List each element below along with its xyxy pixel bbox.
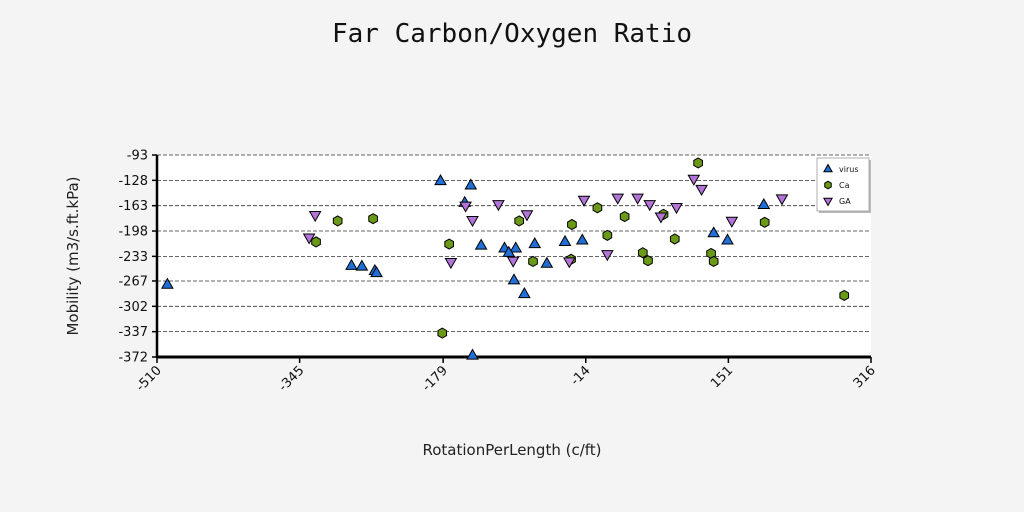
legend-marker-ca — [824, 180, 832, 190]
data-point-ca — [708, 255, 719, 268]
data-point-ca — [619, 210, 630, 223]
y-tick-label: -372 — [118, 351, 148, 366]
data-point-ca — [669, 233, 680, 245]
data-point-ca — [514, 215, 525, 227]
data-point-virus — [518, 287, 531, 299]
data-point-ga — [308, 210, 322, 223]
data-point-ca — [528, 255, 538, 268]
data-point-virus — [707, 226, 721, 238]
legend-label: virus — [839, 165, 858, 174]
data-point-virus — [464, 178, 478, 190]
data-point-virus — [721, 233, 734, 245]
y-axis-ticks: -93 -128 -163 -198 -233 -267 -302 -337 -372 — [118, 149, 157, 366]
legend-marker-virus — [823, 163, 833, 173]
x-axis-label: RotationPerLength (c/ft) — [422, 441, 601, 459]
legend-label: GA — [839, 197, 851, 206]
data-point-virus — [345, 258, 358, 270]
data-point-ga — [506, 256, 520, 268]
data-point-ga — [611, 193, 625, 205]
data-point-virus — [575, 233, 589, 245]
data-point-virus — [528, 237, 542, 249]
y-tick-label: -128 — [118, 174, 148, 189]
data-point-ga — [577, 195, 591, 207]
data-point-ca — [311, 236, 321, 248]
data-point-ga — [600, 250, 614, 262]
y-axis-label: Mobility (m3/s.ft.kPa) — [64, 176, 82, 335]
data-point-ca — [602, 229, 613, 241]
y-tick-label: -93 — [127, 149, 148, 164]
data-point-ca — [368, 213, 378, 225]
data-point-ga — [466, 216, 479, 228]
data-point-ga — [670, 203, 683, 215]
y-tick-label: -233 — [118, 250, 148, 265]
legend-marker-ga — [823, 197, 833, 207]
y-tick-label: -302 — [118, 300, 148, 315]
y-tick-label: -267 — [118, 274, 148, 289]
data-point-ca — [759, 216, 770, 228]
data-point-virus — [474, 238, 488, 250]
data-point-ga — [444, 258, 458, 270]
data-point-virus — [355, 259, 369, 271]
data-point-ga — [687, 174, 701, 186]
y-tick-label: -198 — [118, 225, 148, 240]
data-point-ga — [631, 193, 644, 205]
data-point-virus — [161, 277, 174, 289]
data-point-ga — [302, 233, 316, 245]
data-point-virus — [757, 197, 771, 210]
data-point-ga — [654, 212, 668, 224]
legend-label: Ca — [839, 181, 850, 190]
data-point-virus — [502, 245, 516, 257]
data-point-ga — [695, 184, 708, 197]
data-point-virus — [509, 241, 523, 253]
data-point-ca — [444, 238, 454, 250]
data-point-virus — [507, 273, 521, 285]
data-point-virus — [370, 266, 383, 278]
y-tick-label: -337 — [118, 325, 148, 340]
data-point-ga — [492, 200, 505, 212]
data-point-virus — [558, 234, 572, 246]
data-point-ca — [592, 202, 603, 214]
chart-title: Far Carbon/Oxygen Ratio — [332, 19, 692, 49]
data-point-ca — [637, 247, 648, 259]
data-point-ca — [567, 218, 577, 231]
data-point-ga — [562, 257, 576, 269]
data-point-ca — [839, 289, 850, 302]
data-point-virus — [434, 174, 447, 186]
data-point-ga — [775, 194, 789, 206]
data-point-virus — [466, 348, 479, 360]
data-point-virus — [540, 256, 554, 268]
data-point-ca — [693, 157, 703, 169]
data-point-ca — [332, 215, 343, 227]
data-point-ca — [643, 255, 653, 267]
data-point-ga — [459, 201, 472, 213]
data-point-ga — [643, 200, 657, 212]
y-tick-label: -163 — [118, 199, 148, 214]
data-point-ga — [725, 216, 739, 228]
legend: virus Ca GA — [816, 157, 871, 213]
data-point-ca — [437, 327, 448, 339]
data-points — [161, 157, 850, 360]
data-point-ga — [520, 210, 534, 222]
